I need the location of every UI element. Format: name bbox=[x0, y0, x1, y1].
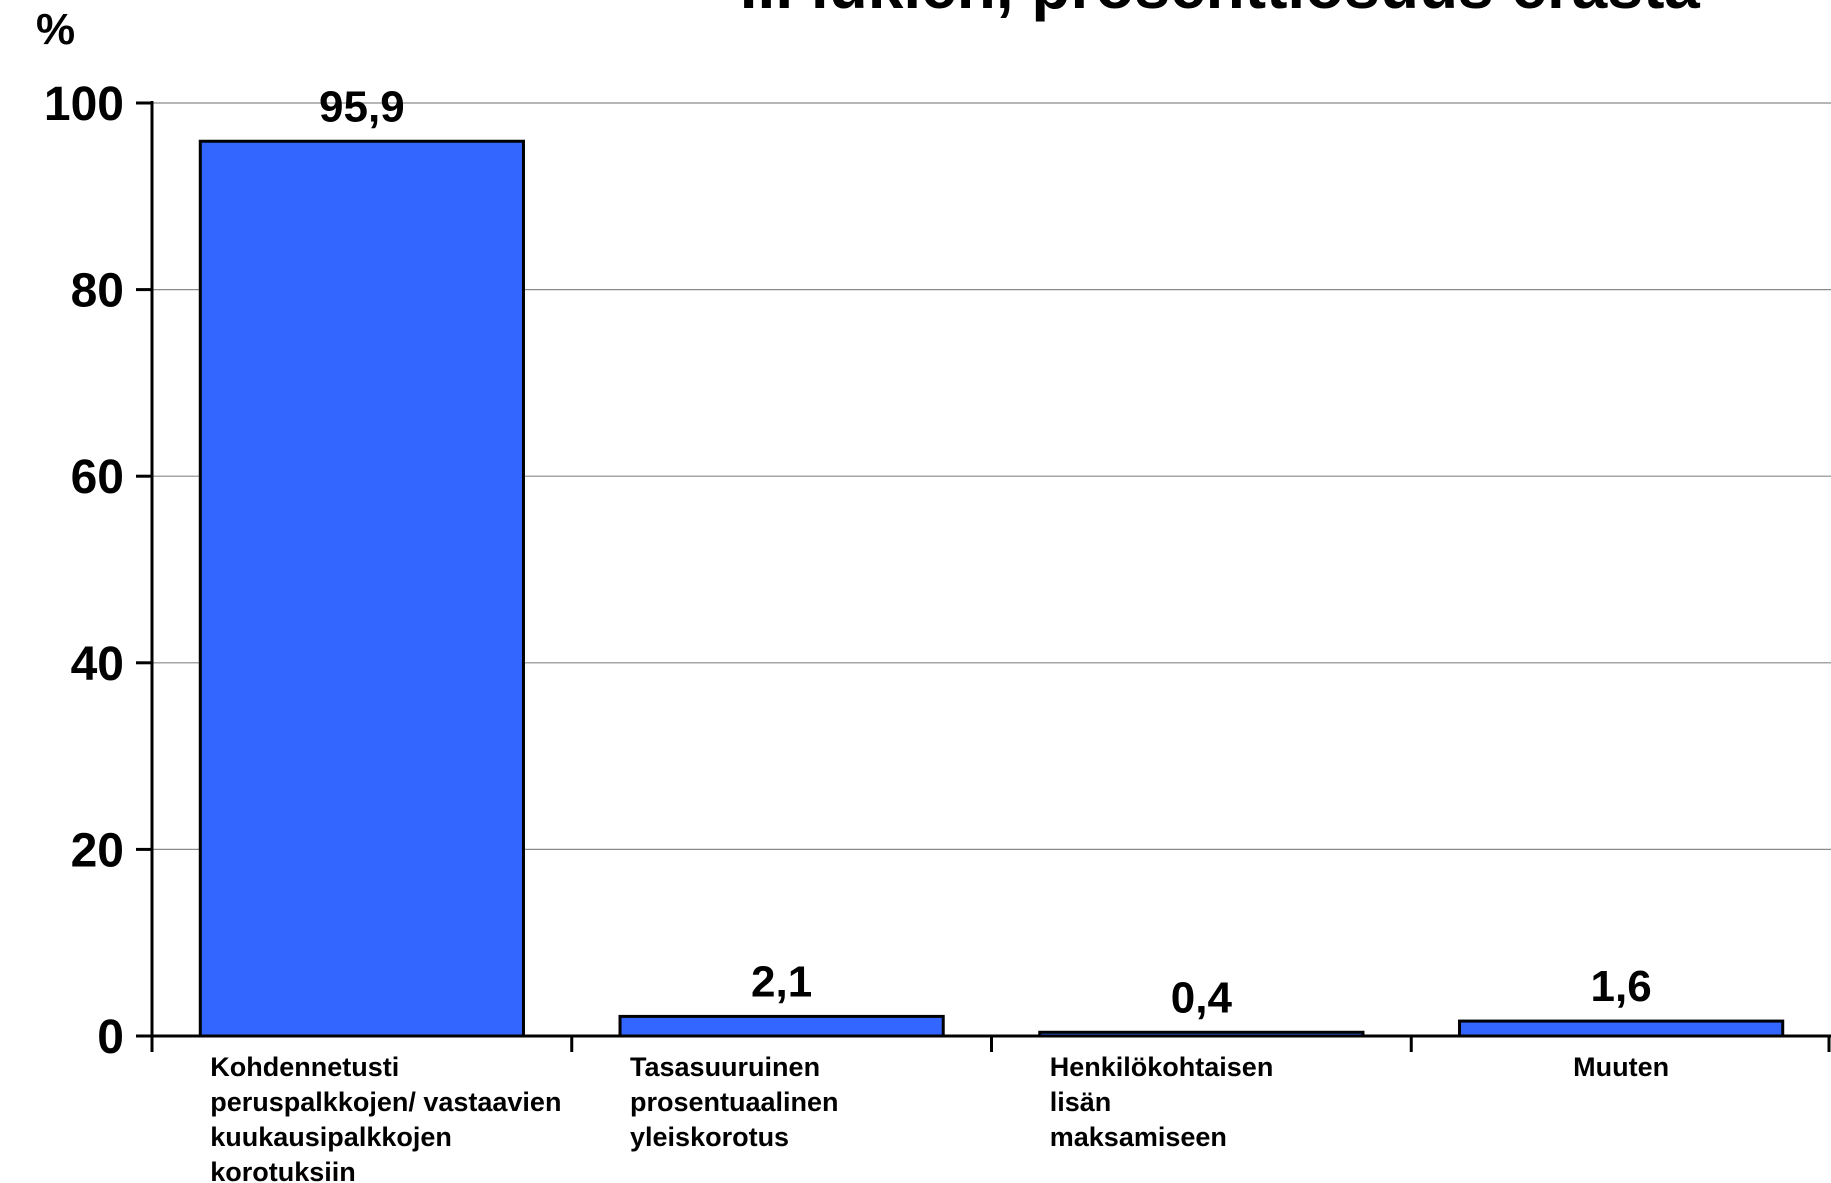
y-tick-label-20: 20 bbox=[71, 824, 124, 877]
bar-4 bbox=[1458, 1019, 1785, 1038]
x-category-label-line: maksamiseen bbox=[1050, 1122, 1227, 1152]
data-label-2: 2,1 bbox=[751, 957, 812, 1006]
x-category-label-line: yleiskorotus bbox=[630, 1122, 789, 1152]
data-label-1: 95,9 bbox=[319, 82, 405, 131]
x-category-label-line: prosentuaalinen bbox=[630, 1087, 839, 1117]
x-category-label-3: Henkilökohtaisen lisän maksamiseen bbox=[1050, 1052, 1274, 1152]
y-tick-label-40: 40 bbox=[71, 638, 124, 691]
y-tick-label-0: 0 bbox=[97, 1011, 124, 1064]
x-category-label-4: Muuten bbox=[1573, 1052, 1669, 1082]
data-label-4: 1,6 bbox=[1591, 962, 1652, 1011]
y-axis-tick-labels: 0 20 40 60 80 100 bbox=[44, 78, 124, 1064]
x-category-label-line: Kohdennetusti bbox=[210, 1052, 399, 1082]
y-tick-label-100: 100 bbox=[44, 78, 124, 131]
x-category-label-line: Muuten bbox=[1573, 1052, 1669, 1082]
x-category-label-line: Henkilökohtaisen bbox=[1050, 1052, 1274, 1082]
data-label-3: 0,4 bbox=[1171, 973, 1233, 1022]
y-tick-label-80: 80 bbox=[71, 265, 124, 318]
data-labels: 95,9 2,1 0,4 1,6 bbox=[319, 82, 1652, 1022]
bar-1 bbox=[198, 139, 525, 1038]
axes bbox=[136, 101, 1831, 1052]
x-category-label-line: Tasasuuruinen bbox=[630, 1052, 820, 1082]
x-category-label-line: kuukausipalkkojen bbox=[210, 1122, 452, 1152]
bar-2 bbox=[618, 1014, 945, 1038]
x-category-label-line: lisän bbox=[1050, 1087, 1112, 1117]
y-axis-unit-label: % bbox=[36, 5, 75, 54]
chart-title: ... lukien, prosenttiosuus erästä bbox=[740, 0, 1701, 22]
bars bbox=[198, 139, 1785, 1038]
x-category-label-1: Kohdennetusti peruspalkkojen/ vastaavien k… bbox=[210, 1052, 561, 1183]
y-tick-label-60: 60 bbox=[71, 451, 124, 504]
x-category-label-line: korotuksiin bbox=[210, 1157, 356, 1183]
x-category-label-line: peruspalkkojen/ vastaavien bbox=[210, 1087, 561, 1117]
x-axis-category-labels: Kohdennetusti peruspalkkojen/ vastaavien k… bbox=[210, 1052, 1669, 1183]
x-category-label-2: Tasasuuruinen prosentuaalinen yleiskorotus bbox=[630, 1052, 839, 1152]
